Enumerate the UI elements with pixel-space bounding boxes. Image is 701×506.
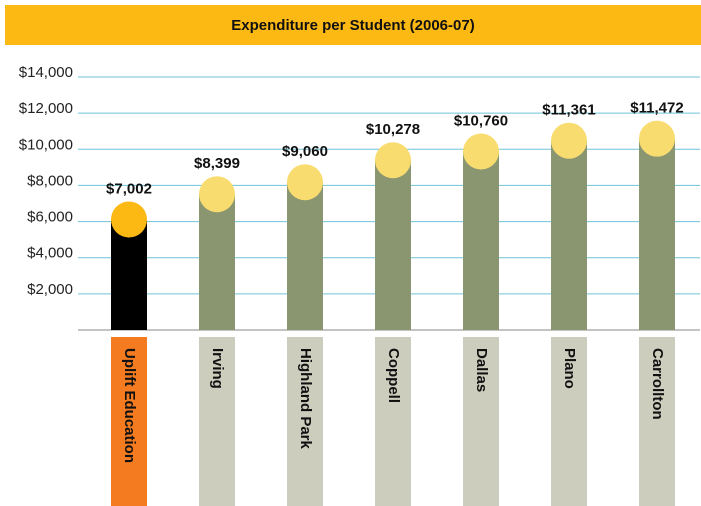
bar [375,160,411,330]
x-tick-label: Carrollton [649,348,666,420]
category-box [639,337,675,506]
bar [287,182,323,330]
bar-cap [287,164,323,201]
x-tick-label: Coppell [385,348,402,403]
bar-cap [111,201,147,238]
x-tick-label: Dallas [473,348,490,392]
value-label: $10,760 [454,113,508,130]
value-label: $9,060 [282,143,328,160]
category-box [463,337,499,506]
value-label: $7,002 [106,180,152,197]
bar [111,219,147,330]
bar [551,140,587,330]
x-tick-label: Irving [209,348,226,389]
category-box [551,337,587,506]
value-label: $10,278 [366,121,420,138]
value-label: $11,472 [630,100,683,117]
value-label: $11,361 [542,102,595,119]
bar [199,194,235,330]
x-tick-label: Plano [561,348,578,389]
bar [639,138,675,330]
category-box [111,337,147,506]
y-tick-label: $14,000 [19,64,73,81]
bar-cap [199,176,235,213]
bar-cap [463,133,499,170]
y-tick-label: $8,000 [27,172,73,189]
x-tick-label: Uplift Education [121,348,138,463]
bar [463,151,499,330]
y-tick-label: $2,000 [27,281,73,298]
bar-cap [639,120,675,157]
value-label: $8,399 [194,155,240,172]
y-tick-label: $4,000 [27,245,73,262]
category-box [375,337,411,506]
y-tick-label: $12,000 [19,100,73,117]
category-box [287,337,323,506]
bar-cap [375,142,411,179]
x-tick-label: Highland Park [297,348,314,450]
title-bar [5,5,701,45]
chart-title: Expenditure per Student (2006-07) [231,17,474,34]
bar-cap [551,122,587,159]
category-box [199,337,235,506]
y-tick-label: $6,000 [27,209,73,226]
y-tick-label: $10,000 [19,136,73,153]
